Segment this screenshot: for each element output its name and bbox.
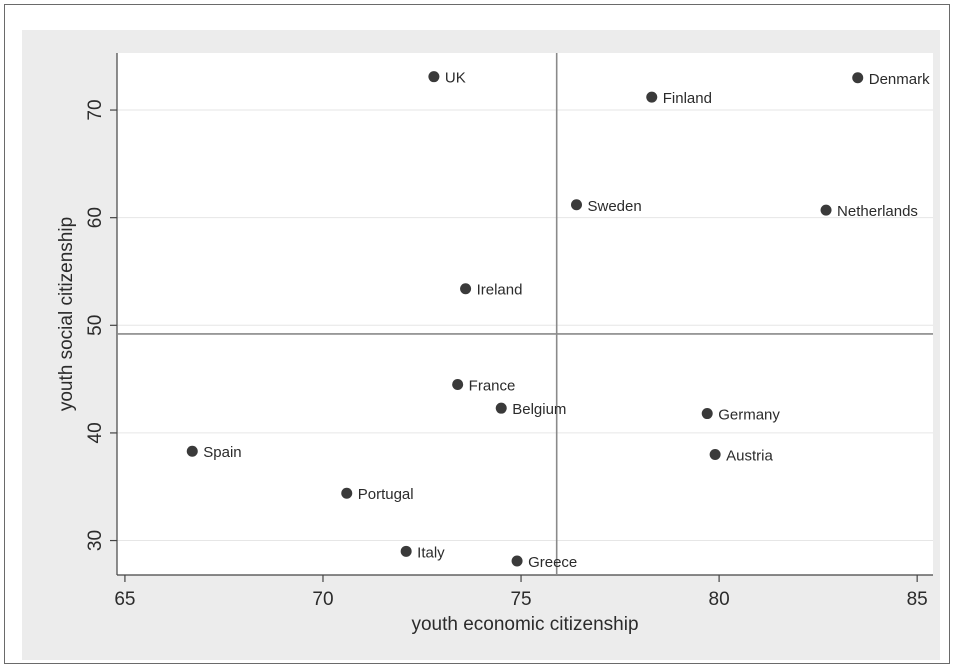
y-tick-label: 30	[85, 530, 106, 551]
y-tick-label: 70	[85, 99, 106, 120]
point-label: Denmark	[869, 71, 930, 88]
data-point	[709, 448, 721, 460]
data-point	[511, 555, 523, 567]
point-label: France	[469, 377, 516, 394]
point-label: Netherlands	[837, 203, 918, 220]
point-label: Belgium	[512, 401, 566, 418]
point-label: Sweden	[587, 198, 641, 215]
data-point	[452, 378, 464, 390]
data-point	[341, 487, 353, 499]
x-tick-label: 75	[510, 589, 531, 610]
point-label: Austria	[726, 447, 773, 464]
data-point	[701, 408, 713, 420]
grid-lines	[117, 109, 933, 542]
point-label: Finland	[663, 90, 712, 107]
x-tick-label: 80	[709, 589, 730, 610]
point-label: Spain	[203, 444, 241, 461]
point-label: Italy	[417, 544, 445, 561]
ticks: 30 40 50 60 70 65 70 75 80 85	[85, 99, 928, 610]
x-axis-title: youth economic citizenship	[411, 614, 638, 635]
data-points: UK Denmark Finland Sweden Netherlands Ireland…	[186, 70, 930, 571]
x-tick-label: 65	[114, 589, 135, 610]
data-point	[460, 283, 472, 295]
data-point	[570, 199, 582, 211]
x-tick-label: 85	[907, 589, 928, 610]
y-axis-title: youth social citizenship	[56, 217, 77, 411]
y-tick-label: 60	[85, 207, 106, 228]
axes	[116, 53, 933, 576]
point-label: UK	[445, 70, 466, 87]
x-tick-label: 70	[312, 589, 333, 610]
data-point	[428, 71, 440, 83]
plot-area	[117, 53, 933, 575]
data-point	[186, 445, 198, 457]
data-point	[820, 204, 832, 216]
point-label: Ireland	[477, 282, 523, 299]
data-point	[852, 72, 864, 84]
data-point	[400, 545, 412, 557]
point-label: Portugal	[358, 486, 414, 503]
data-point	[495, 402, 507, 414]
y-tick-label: 40	[85, 422, 106, 443]
point-label: Greece	[528, 554, 577, 571]
data-point	[646, 91, 658, 103]
point-label: Germany	[718, 407, 780, 424]
y-tick-label: 50	[85, 315, 106, 336]
reference-lines	[117, 53, 933, 575]
